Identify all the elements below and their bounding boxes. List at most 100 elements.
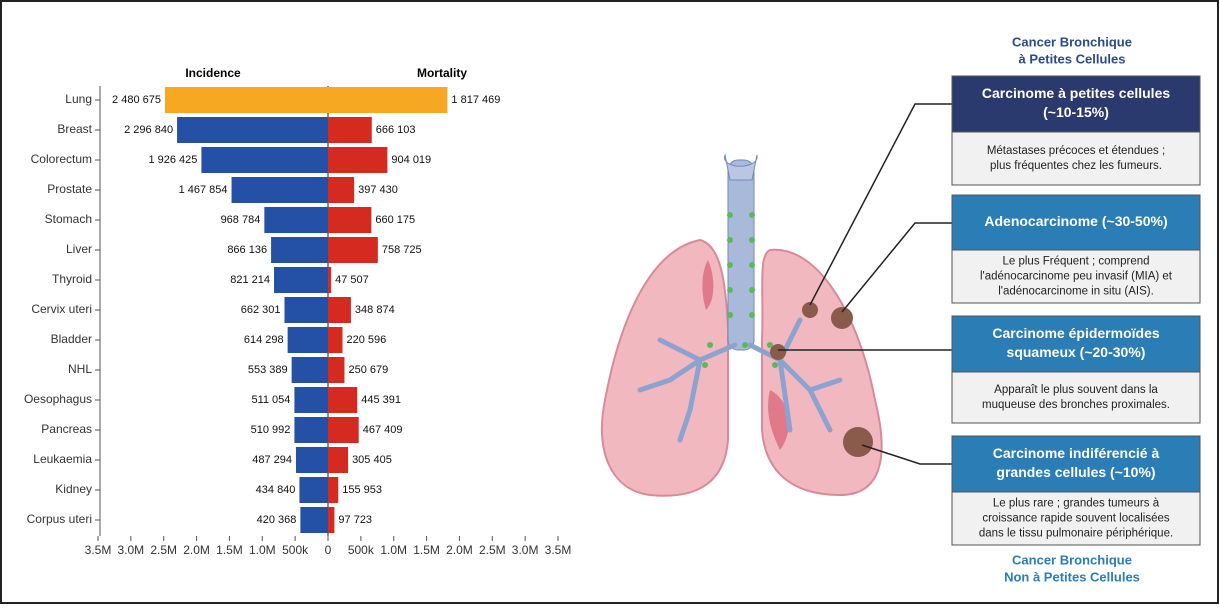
value-label: 1 467 854 — [179, 184, 228, 196]
box-text: Métastases précoces et étendues ; — [987, 145, 1165, 157]
x-tick-label: 1.0M — [380, 543, 407, 557]
category-label: Pancreas — [41, 422, 92, 436]
value-label: 553 389 — [248, 364, 288, 376]
bar — [294, 417, 328, 443]
category-label: Bladder — [51, 332, 92, 346]
value-label: 467 409 — [363, 424, 403, 436]
bar — [328, 417, 359, 443]
x-tick-label: 2.0M — [183, 543, 210, 557]
x-tick-label: 3.5M — [85, 543, 112, 557]
value-label: 511 054 — [251, 394, 290, 406]
series-header: Mortality — [417, 66, 467, 80]
bar — [328, 507, 334, 533]
x-tick-label: 1.5M — [216, 543, 243, 557]
x-tick-label: 1.0M — [249, 543, 276, 557]
value-label: 968 784 — [221, 214, 261, 226]
value-label: 904 019 — [391, 154, 431, 166]
value-label: 758 725 — [382, 244, 422, 256]
value-label: 1 926 425 — [148, 154, 197, 166]
bar — [271, 237, 328, 263]
section-title: Cancer Bronchique — [1012, 552, 1132, 567]
bar — [328, 267, 331, 293]
value-label: 348 874 — [355, 304, 395, 316]
category-label: Prostate — [47, 182, 92, 196]
bar — [328, 177, 354, 203]
box-title: Adenocarcinome (~30-50%) — [984, 213, 1167, 229]
category-label: Leukaemia — [33, 452, 92, 466]
bar — [328, 87, 447, 113]
bar — [328, 147, 387, 173]
bar — [201, 147, 328, 173]
value-label: 666 103 — [376, 124, 416, 136]
box-text: croissance rapide souvent localisées — [982, 513, 1170, 525]
category-label: Stomach — [45, 212, 92, 226]
value-label: 487 294 — [252, 454, 292, 466]
bar — [328, 117, 372, 143]
box-text: plus fréquentes chez les fumeurs. — [990, 160, 1162, 172]
value-label: 155 953 — [342, 484, 382, 496]
bar — [328, 387, 357, 413]
bar — [232, 177, 328, 203]
section-title: Cancer Bronchique — [1012, 34, 1132, 49]
bar — [300, 507, 328, 533]
value-label: 97 723 — [338, 514, 372, 526]
box-title: (~10-15%) — [1043, 104, 1109, 120]
category-label: NHL — [68, 362, 92, 376]
value-label: 397 430 — [358, 184, 398, 196]
category-label: Corpus uteri — [27, 512, 92, 526]
bar — [264, 207, 328, 233]
x-tick-label: 3.5M — [545, 543, 572, 557]
box-description — [952, 372, 1200, 423]
value-label: 866 136 — [227, 244, 267, 256]
category-label: Breast — [57, 122, 92, 136]
box-text: Le plus rare ; grandes tumeurs à — [993, 498, 1160, 510]
value-label: 420 368 — [257, 514, 297, 526]
bar — [328, 357, 344, 383]
value-label: 2 296 840 — [124, 124, 173, 136]
x-tick-label: 3.0M — [512, 543, 539, 557]
box-text: Le plus Fréquent ; comprend — [1002, 256, 1149, 268]
bar — [288, 327, 328, 353]
figure: IncidenceMortality3.5M3.0M2.5M2.0M1.5M1.… — [0, 0, 1219, 604]
x-tick-label: 500k — [282, 543, 309, 557]
box-title: Carcinome à petites cellules — [982, 85, 1171, 101]
value-label: 445 391 — [361, 394, 401, 406]
value-label: 434 840 — [256, 484, 296, 496]
category-label: Liver — [66, 242, 92, 256]
box-title: squameux (~20-30%) — [1007, 344, 1146, 360]
x-tick-label: 2.0M — [446, 543, 473, 557]
bar — [177, 117, 328, 143]
value-label: 2 480 675 — [112, 94, 161, 106]
bar — [296, 447, 328, 473]
bar — [328, 207, 371, 233]
value-label: 250 679 — [348, 364, 388, 376]
value-label: 1 817 469 — [451, 94, 500, 106]
section-title: Non à Petites Cellules — [1004, 569, 1140, 584]
bar — [328, 447, 348, 473]
box-title: grandes cellules (~10%) — [996, 464, 1155, 480]
value-label: 662 301 — [241, 304, 281, 316]
bar — [294, 387, 328, 413]
bar — [328, 327, 342, 353]
bar — [165, 87, 328, 113]
value-label: 614 298 — [244, 334, 284, 346]
category-label: Thyroid — [52, 272, 92, 286]
section-title: à Petites Cellules — [1019, 51, 1126, 66]
x-tick-label: 500k — [348, 543, 375, 557]
series-header: Incidence — [185, 66, 241, 80]
box-text: dans le tissu pulmonaire périphérique. — [979, 528, 1173, 540]
value-label: 47 507 — [335, 274, 369, 286]
bar — [328, 297, 351, 323]
category-label: Lung — [65, 92, 92, 106]
box-title: Carcinome indiférencié à — [993, 445, 1160, 461]
category-label: Colorectum — [31, 152, 92, 166]
value-label: 821 214 — [230, 274, 270, 286]
box-text: l'adénocarcinome in situ (AIS). — [998, 286, 1154, 298]
bar — [274, 267, 328, 293]
value-label: 305 405 — [352, 454, 392, 466]
value-label: 220 596 — [346, 334, 386, 346]
value-label: 660 175 — [375, 214, 415, 226]
x-tick-label: 1.5M — [413, 543, 440, 557]
bar — [328, 237, 378, 263]
bar — [292, 357, 328, 383]
